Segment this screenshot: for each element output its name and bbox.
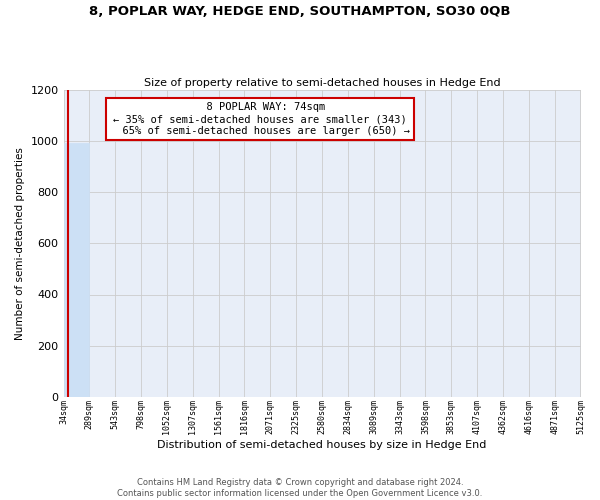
Title: Size of property relative to semi-detached houses in Hedge End: Size of property relative to semi-detach… — [144, 78, 500, 88]
Bar — [64, 143, 89, 397]
X-axis label: Distribution of semi-detached houses by size in Hedge End: Distribution of semi-detached houses by … — [157, 440, 487, 450]
Text: Contains HM Land Registry data © Crown copyright and database right 2024.
Contai: Contains HM Land Registry data © Crown c… — [118, 478, 482, 498]
Text: 8 POPLAR WAY: 74sqm
← 35% of semi-detached houses are smaller (343)
  65% of sem: 8 POPLAR WAY: 74sqm ← 35% of semi-detach… — [110, 102, 410, 136]
Text: 8, POPLAR WAY, HEDGE END, SOUTHAMPTON, SO30 0QB: 8, POPLAR WAY, HEDGE END, SOUTHAMPTON, S… — [89, 5, 511, 18]
Y-axis label: Number of semi-detached properties: Number of semi-detached properties — [15, 147, 25, 340]
